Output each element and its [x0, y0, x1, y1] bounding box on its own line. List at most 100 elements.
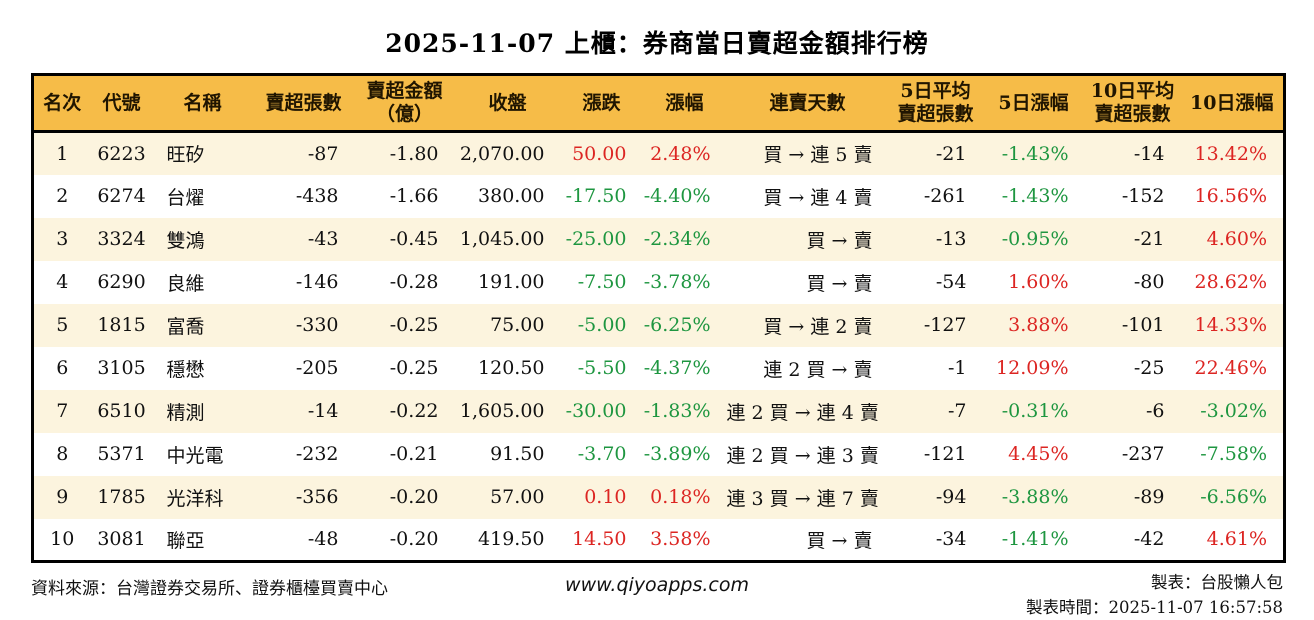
cell-pct-5day: -1.41%: [1001, 528, 1069, 551]
cell-pct-5day: 12.09%: [996, 357, 1069, 379]
cell-pct-10day: -6.56%: [1200, 486, 1267, 508]
col-header-sell-volume: 賣超張數: [252, 74, 355, 133]
data-source-note: 資料來源：台灣證券交易所、證券櫃檯買賣中心: [31, 579, 388, 599]
cell-close-price: 191.00: [478, 271, 545, 293]
cell-pct-5day: -3.88%: [1001, 486, 1069, 508]
cell-sell-streak: 連 3 買 → 連 7 賣: [726, 487, 879, 510]
cell-pct-10day: 22.46%: [1194, 357, 1267, 379]
cell-stock-name: 雙鴻: [166, 229, 205, 252]
maker-note: 製表：台股懶人包 製表時間：2025-11-07 16:57:58: [749, 570, 1283, 620]
cell-sell-volume: -438: [295, 185, 339, 207]
cell-sell-amount: -0.45: [389, 228, 439, 250]
cell-sell-volume: -43: [307, 228, 339, 250]
col-header-change-pct: 漲幅: [642, 74, 727, 133]
cell-stock-code: 6274: [97, 185, 146, 207]
table-row: 1 6223 旺矽 -87 -1.80 2,070.00 50.00 2.48%…: [32, 131, 1285, 175]
cell-stock-name: 台燿: [166, 186, 205, 209]
cell-price-change: 50.00: [572, 142, 627, 165]
cell-rank: 7: [56, 400, 69, 422]
col-header-name: 名稱: [152, 74, 253, 133]
cell-price-change: -5.50: [577, 357, 627, 379]
cell-stock-name: 富喬: [166, 315, 205, 338]
col-header-pct-10day: 10日漲幅: [1180, 74, 1285, 133]
cell-sell-streak: 連 2 買 → 賣: [763, 358, 873, 381]
cell-price-change: 0.10: [584, 486, 627, 508]
col-header-change: 漲跌: [560, 74, 643, 133]
cell-sell-streak: 連 2 買 → 連 3 賣: [726, 444, 879, 467]
cell-sell-volume: -356: [295, 486, 339, 508]
cell-avg10-volume: -89: [1133, 486, 1165, 508]
cell-change-pct: 0.18%: [650, 486, 711, 508]
col-header-sell-amount: 賣超金額 （億）: [354, 74, 455, 133]
col-header-close: 收盤: [454, 74, 561, 133]
cell-change-pct: -6.25%: [643, 314, 711, 336]
col-header-sell-streak: 連賣天數: [726, 74, 889, 133]
cell-pct-10day: 28.62%: [1194, 271, 1267, 293]
cell-avg5-volume: -34: [935, 528, 967, 551]
cell-avg10-volume: -237: [1121, 443, 1165, 465]
cell-sell-amount: -0.28: [389, 271, 439, 293]
cell-sell-volume: -87: [307, 142, 339, 165]
cell-stock-code: 1785: [97, 486, 146, 508]
cell-pct-5day: 4.45%: [1008, 443, 1069, 465]
cell-avg5-volume: -94: [935, 486, 967, 508]
cell-sell-amount: -0.25: [389, 314, 439, 336]
cell-rank: 10: [50, 528, 75, 551]
cell-rank: 6: [56, 357, 69, 379]
cell-avg10-volume: -101: [1121, 314, 1165, 336]
cell-rank: 2: [56, 185, 69, 207]
cell-avg10-volume: -6: [1145, 400, 1165, 422]
cell-change-pct: -3.89%: [643, 443, 711, 465]
cell-close-price: 1,605.00: [459, 400, 545, 422]
cell-sell-amount: -0.20: [389, 528, 439, 551]
cell-price-change: -7.50: [577, 271, 627, 293]
col-header-code: 代號: [90, 74, 153, 133]
cell-close-price: 91.50: [490, 443, 545, 465]
cell-stock-code: 6510: [97, 400, 146, 422]
cell-sell-streak: 連 2 買 → 連 4 賣: [726, 401, 879, 424]
maker-name: 製表：台股懶人包: [1151, 573, 1283, 592]
cell-price-change: -25.00: [565, 228, 627, 250]
website-url: www.qiyoapps.com: [565, 574, 749, 596]
cell-change-pct: -2.34%: [643, 228, 711, 250]
table-row: 4 6290 良維 -146 -0.28 191.00 -7.50 -3.78%…: [32, 260, 1285, 304]
cell-sell-streak: 買 → 賣: [806, 229, 873, 252]
cell-close-price: 2,070.00: [459, 142, 545, 165]
cell-price-change: -17.50: [565, 185, 627, 207]
cell-stock-name: 良維: [166, 272, 205, 295]
cell-stock-code: 6223: [97, 142, 146, 165]
table-row: 7 6510 精測 -14 -0.22 1,605.00 -30.00 -1.8…: [32, 389, 1285, 433]
cell-pct-5day: -1.43%: [1001, 185, 1069, 207]
made-time: 製表時間：2025-11-07 16:57:58: [1026, 598, 1283, 617]
cell-sell-streak: 買 → 賣: [806, 529, 873, 552]
col-header-pct-5day: 5日漲幅: [982, 74, 1085, 133]
cell-pct-10day: -7.58%: [1200, 443, 1267, 465]
table-row: 8 5371 中光電 -232 -0.21 91.50 -3.70 -3.89%…: [32, 432, 1285, 476]
cell-sell-volume: -14: [307, 400, 339, 422]
cell-stock-code: 6290: [97, 271, 146, 293]
cell-sell-amount: -0.25: [389, 357, 439, 379]
table-row: 2 6274 台燿 -438 -1.66 380.00 -17.50 -4.40…: [32, 174, 1285, 218]
cell-sell-streak: 買 → 賣: [806, 272, 873, 295]
table-row: 6 3105 穩懋 -205 -0.25 120.50 -5.50 -4.37%…: [32, 346, 1285, 390]
cell-pct-10day: 4.61%: [1206, 528, 1267, 551]
col-header-avg10-volume: 10日平均 賣超張數: [1084, 74, 1181, 133]
ranking-table-wrap: 名次 代號 名稱 賣超張數 賣超金額 （億） 收盤 漲跌 漲幅 連賣天數 5日平…: [31, 73, 1286, 563]
table-row: 9 1785 光洋科 -356 -0.20 57.00 0.10 0.18% 連…: [32, 475, 1285, 519]
cell-pct-10day: 16.56%: [1194, 185, 1267, 207]
cell-pct-10day: 13.42%: [1194, 142, 1267, 165]
table-row: 10 3081 聯亞 -48 -0.20 419.50 14.50 3.58% …: [32, 518, 1285, 562]
cell-sell-streak: 買 → 連 4 賣: [763, 186, 873, 209]
cell-pct-5day: -0.31%: [1001, 400, 1069, 422]
cell-sell-volume: -146: [295, 271, 339, 293]
cell-pct-5day: 3.88%: [1008, 314, 1069, 336]
table-row: 5 1815 富喬 -330 -0.25 75.00 -5.00 -6.25% …: [32, 303, 1285, 347]
cell-sell-amount: -1.80: [389, 142, 439, 165]
cell-close-price: 1,045.00: [459, 228, 545, 250]
cell-price-change: -5.00: [577, 314, 627, 336]
cell-pct-10day: -3.02%: [1200, 400, 1267, 422]
cell-close-price: 380.00: [478, 185, 545, 207]
cell-rank: 9: [56, 486, 69, 508]
cell-avg10-volume: -80: [1133, 271, 1165, 293]
cell-change-pct: 3.58%: [650, 528, 711, 551]
